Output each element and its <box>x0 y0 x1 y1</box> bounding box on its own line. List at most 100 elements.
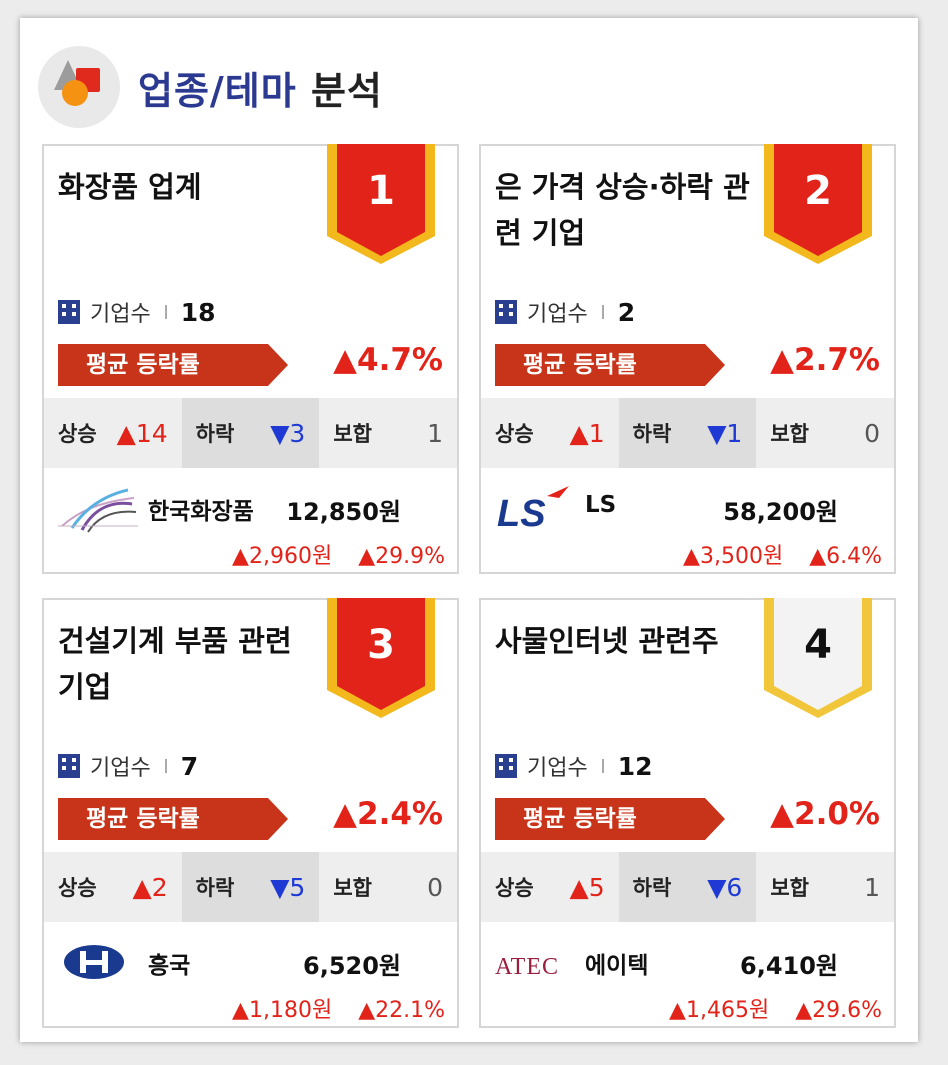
flat-count: 0 <box>427 872 444 902</box>
ls-logo: LS <box>497 486 569 534</box>
count-label: 기업수 <box>527 756 588 781</box>
svg-text:ATEC: ATEC <box>495 954 559 980</box>
panel-title-blue: 업종/테마 <box>138 68 297 113</box>
avg-change-row: 평균 등락률 ▲2.7% <box>495 342 890 388</box>
up-count: ▲2 <box>132 872 168 902</box>
company-name[interactable]: 에이텍 <box>585 953 649 979</box>
change-rate: ▲6.4% <box>809 544 882 569</box>
avg-change-row: 평균 등락률 ▲4.7% <box>58 342 453 388</box>
korea-cosmetics-logo <box>58 488 138 533</box>
building-icon <box>58 754 80 778</box>
building-icon <box>495 300 517 324</box>
avg-change-value: ▲4.7% <box>333 342 443 378</box>
change-rate: ▲22.1% <box>358 998 445 1023</box>
company-change: ▲2,960원 ▲29.9% <box>206 538 445 570</box>
top-company[interactable]: 한국화장품 12,850원 ▲2,960원 ▲29.9% <box>44 476 457 572</box>
panel-header: 업종/테마 분석 <box>38 42 383 132</box>
theme-card[interactable]: 은 가격 상승·하락 관련 기업 2 기업수 2 평균 등락률 ▲2.7% 상승… <box>479 144 896 574</box>
company-price: 6,410원 <box>740 952 838 980</box>
avg-change-row: 평균 등락률 ▲2.4% <box>58 796 453 842</box>
company-price: 6,520원 <box>303 952 401 980</box>
theme-analysis-panel: 업종/테마 분석 화장품 업계 1 기업수 18 평균 등락률 ▲4.7% 상승… <box>20 18 918 1042</box>
down-label: 하락 <box>195 876 235 900</box>
building-icon <box>58 300 80 324</box>
company-price: 58,200원 <box>723 498 838 526</box>
heungkuk-logo <box>64 945 124 979</box>
flat-count: 0 <box>864 418 881 448</box>
updown-stats: 상승 ▲1 하락 ▼1 보합 0 <box>481 398 894 468</box>
company-count-row: 기업수 2 <box>495 294 635 330</box>
rank-number: 3 <box>367 622 395 668</box>
company-count-row: 기업수 12 <box>495 748 653 784</box>
avg-change-tag: 평균 등락률 <box>495 798 725 840</box>
rank-number: 4 <box>804 622 832 668</box>
panel-title-dark: 분석 <box>310 68 383 113</box>
company-price: 12,850원 <box>286 498 401 526</box>
company-count-row: 기업수 18 <box>58 294 216 330</box>
down-count: ▼6 <box>707 872 743 902</box>
company-name[interactable]: 흥국 <box>148 953 191 979</box>
flat-label: 보합 <box>333 422 372 446</box>
atec-logo: ATEC <box>495 954 559 980</box>
panel-title: 업종/테마 분석 <box>138 60 383 115</box>
divider <box>601 305 604 319</box>
count-value: 12 <box>617 751 653 781</box>
rank-number: 2 <box>804 168 832 214</box>
theme-title[interactable]: 사물인터넷 관련주 <box>495 624 719 658</box>
down-count: ▼3 <box>270 418 306 448</box>
theme-title[interactable]: 화장품 업계 <box>58 170 202 204</box>
avg-change-tag: 평균 등락률 <box>58 798 288 840</box>
company-change: ▲3,500원 ▲6.4% <box>657 538 882 570</box>
svg-text:LS: LS <box>497 493 546 534</box>
count-value: 7 <box>180 751 199 781</box>
top-company[interactable]: ATEC 에이텍 6,410원 ▲1,465원 ▲29.6% <box>481 930 894 1026</box>
change-amount: ▲1,465원 <box>669 998 770 1023</box>
count-label: 기업수 <box>527 302 588 327</box>
up-label: 상승 <box>495 422 534 446</box>
rank-ribbon: 2 <box>764 144 872 264</box>
up-label: 상승 <box>495 876 534 900</box>
avg-change-row: 평균 등락률 ▲2.0% <box>495 796 890 842</box>
count-label: 기업수 <box>90 302 151 327</box>
change-rate: ▲29.6% <box>795 998 882 1023</box>
change-amount: ▲1,180원 <box>232 998 333 1023</box>
change-amount: ▲2,960원 <box>232 544 333 569</box>
theme-title[interactable]: 은 가격 상승·하락 관련 기업 <box>495 170 750 250</box>
updown-stats: 상승 ▲14 하락 ▼3 보합 1 <box>44 398 457 468</box>
company-name[interactable]: 한국화장품 <box>148 499 254 525</box>
down-label: 하락 <box>632 422 672 446</box>
count-value: 2 <box>617 297 636 327</box>
company-count-row: 기업수 7 <box>58 748 198 784</box>
company-name[interactable]: LS <box>585 492 617 518</box>
rank-ribbon: 1 <box>327 144 435 264</box>
company-change: ▲1,465원 ▲29.6% <box>643 992 882 1024</box>
up-count: ▲14 <box>116 418 168 448</box>
theme-card[interactable]: 건설기계 부품 관련 기업 3 기업수 7 평균 등락률 ▲2.4% 상승 ▲2 … <box>42 598 459 1028</box>
down-label: 하락 <box>195 422 235 446</box>
avg-change-value: ▲2.4% <box>333 796 443 832</box>
flat-label: 보합 <box>770 422 809 446</box>
updown-stats: 상승 ▲2 하락 ▼5 보합 0 <box>44 852 457 922</box>
theme-card[interactable]: 사물인터넷 관련주 4 기업수 12 평균 등락률 ▲2.0% 상승 ▲5 하락 ▼… <box>479 598 896 1028</box>
avg-change-tag: 평균 등락률 <box>58 344 288 386</box>
flat-count: 1 <box>864 872 881 902</box>
theme-card[interactable]: 화장품 업계 1 기업수 18 평균 등락률 ▲4.7% 상승 ▲14 하락 ▼3 … <box>42 144 459 574</box>
flat-count: 1 <box>427 418 444 448</box>
top-company[interactable]: 흥국 6,520원 ▲1,180원 ▲22.1% <box>44 930 457 1026</box>
rank-ribbon: 3 <box>327 598 435 718</box>
down-count: ▼5 <box>270 872 306 902</box>
updown-stats: 상승 ▲5 하락 ▼6 보합 1 <box>481 852 894 922</box>
up-count: ▲5 <box>569 872 605 902</box>
flat-label: 보합 <box>770 876 809 900</box>
up-count: ▲1 <box>569 418 605 448</box>
change-rate: ▲29.9% <box>358 544 445 569</box>
top-company[interactable]: LS LS 58,200원 ▲3,500원 ▲6.4% <box>481 476 894 572</box>
building-icon <box>495 754 517 778</box>
theme-title[interactable]: 건설기계 부품 관련 기업 <box>58 624 292 704</box>
avg-change-value: ▲2.7% <box>770 342 880 378</box>
rank-number: 1 <box>367 168 395 214</box>
rank-ribbon: 4 <box>764 598 872 718</box>
divider <box>164 305 167 319</box>
divider <box>164 759 167 773</box>
company-change: ▲1,180원 ▲22.1% <box>206 992 445 1024</box>
